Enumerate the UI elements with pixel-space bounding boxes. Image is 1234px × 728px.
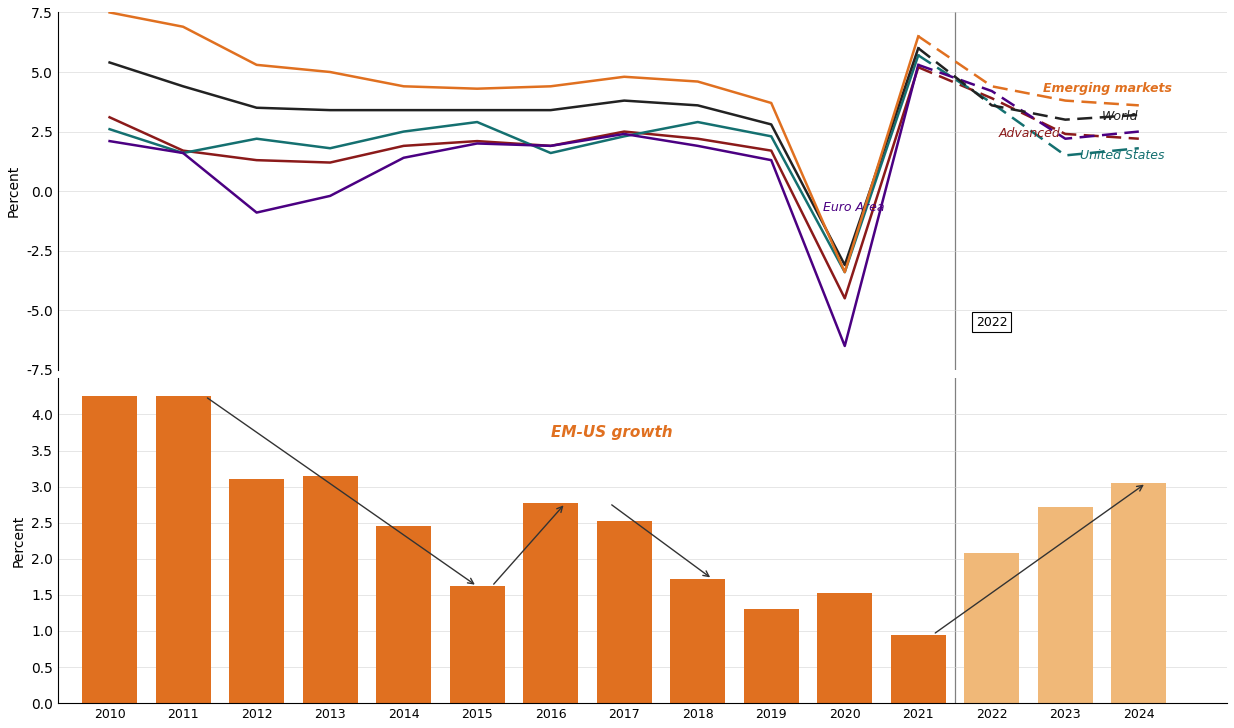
Text: Euro Area: Euro Area xyxy=(823,202,885,214)
Text: 2022: 2022 xyxy=(976,316,1008,328)
Bar xyxy=(964,553,1019,703)
Bar xyxy=(891,635,945,703)
Bar xyxy=(302,476,358,703)
Bar xyxy=(230,479,284,703)
Text: Emerging markets: Emerging markets xyxy=(1043,82,1172,95)
Text: EM-US growth: EM-US growth xyxy=(550,425,673,440)
Bar xyxy=(81,396,137,703)
Bar xyxy=(670,579,726,703)
Bar xyxy=(596,521,652,703)
Text: Advanced: Advanced xyxy=(1000,127,1061,141)
Bar xyxy=(449,586,505,703)
Bar xyxy=(744,609,798,703)
Text: World: World xyxy=(1102,110,1139,122)
Text: United States: United States xyxy=(1080,149,1165,162)
Bar xyxy=(155,396,211,703)
Y-axis label: Percent: Percent xyxy=(11,515,26,567)
Bar xyxy=(1038,507,1093,703)
Bar xyxy=(1112,483,1166,703)
Bar xyxy=(817,593,872,703)
Bar xyxy=(376,526,431,703)
Y-axis label: Percent: Percent xyxy=(7,165,21,217)
Bar xyxy=(523,503,579,703)
